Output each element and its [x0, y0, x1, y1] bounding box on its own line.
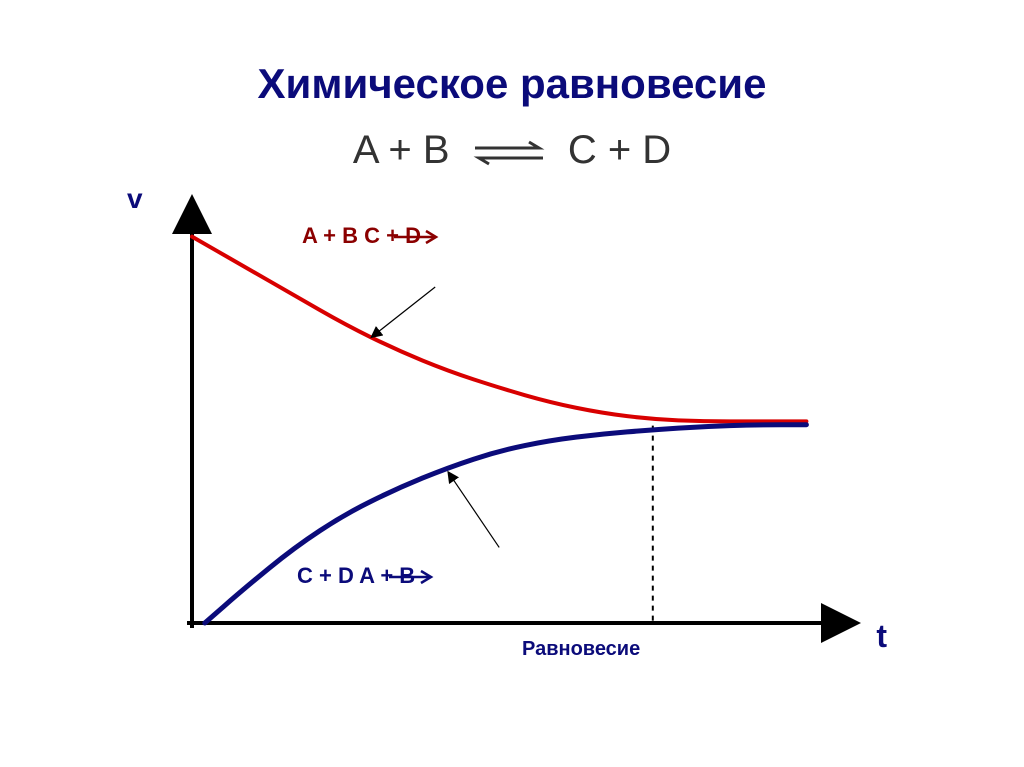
equation-lhs: A + B — [353, 128, 450, 172]
reverse-label-arrow-icon — [387, 569, 437, 585]
chart-svg — [152, 193, 872, 673]
chart-area: v t A + B C + D C + D A + B Равновесие — [152, 193, 872, 673]
equilibrium-arrow-icon — [469, 138, 549, 166]
x-axis-label: t — [876, 618, 887, 655]
equation-rhs: C + D — [568, 128, 671, 172]
page-title: Химическое равновесие — [0, 0, 1024, 108]
reverse-reaction-label: C + D A + B — [297, 563, 415, 589]
forward-label-arrow-icon — [392, 229, 442, 245]
forward-reaction-label: A + B C + D — [302, 223, 421, 249]
main-equation: A + B C + D — [0, 128, 1024, 173]
equilibrium-label: Равновесие — [522, 638, 640, 661]
y-axis-label: v — [127, 183, 143, 215]
